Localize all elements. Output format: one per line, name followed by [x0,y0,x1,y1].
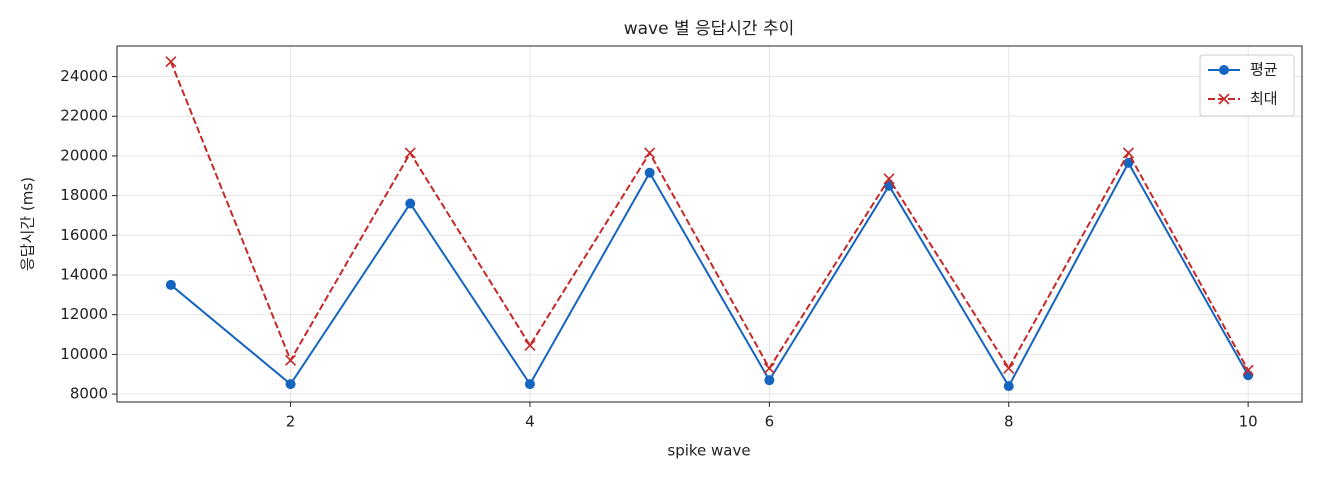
point [644,167,655,178]
y-tick-label: 22000 [60,107,108,125]
point [524,379,535,390]
point [644,147,656,159]
point [1243,370,1254,381]
point [404,147,416,159]
point [763,362,775,374]
y-tick-label: 24000 [60,67,108,85]
y-tick-label: 18000 [60,186,108,204]
x-tick-label: 4 [525,413,535,431]
point [524,339,536,352]
point [1123,157,1134,168]
legend-label: 최대 [1250,90,1278,108]
y-tick-label: 14000 [60,265,108,283]
y-axis-label: 응답시간 (ms) [19,177,37,271]
y-tick-label: 16000 [60,226,108,244]
legend-marker [1219,65,1229,75]
x-axis-label: spike wave [667,442,750,460]
point [1003,362,1015,374]
y-tick-label: 8000 [70,385,108,403]
plot-frame [116,45,1303,403]
x-tick-label: 2 [286,413,296,431]
legend-label: 평균 [1250,61,1278,79]
point [883,173,895,185]
y-tick-label: 20000 [60,146,108,164]
x-tick-label: 6 [765,413,775,431]
point [1242,364,1254,376]
point [764,375,775,386]
x-tick-label: 8 [1004,413,1014,431]
point [285,379,296,390]
point [165,56,177,68]
point [1003,381,1014,392]
point [165,279,176,290]
x-tick-label: 10 [1239,413,1258,431]
legend-box [1199,54,1295,117]
point [1122,147,1135,159]
y-tick-label: 10000 [60,345,108,363]
point [405,198,416,209]
y-tick-label: 12000 [60,305,108,323]
point [284,354,297,366]
series-line [170,160,1250,389]
chart-title: wave 별 응답시간 추이 [624,19,795,39]
series-line [169,61,1250,371]
legend-marker [1218,93,1230,105]
